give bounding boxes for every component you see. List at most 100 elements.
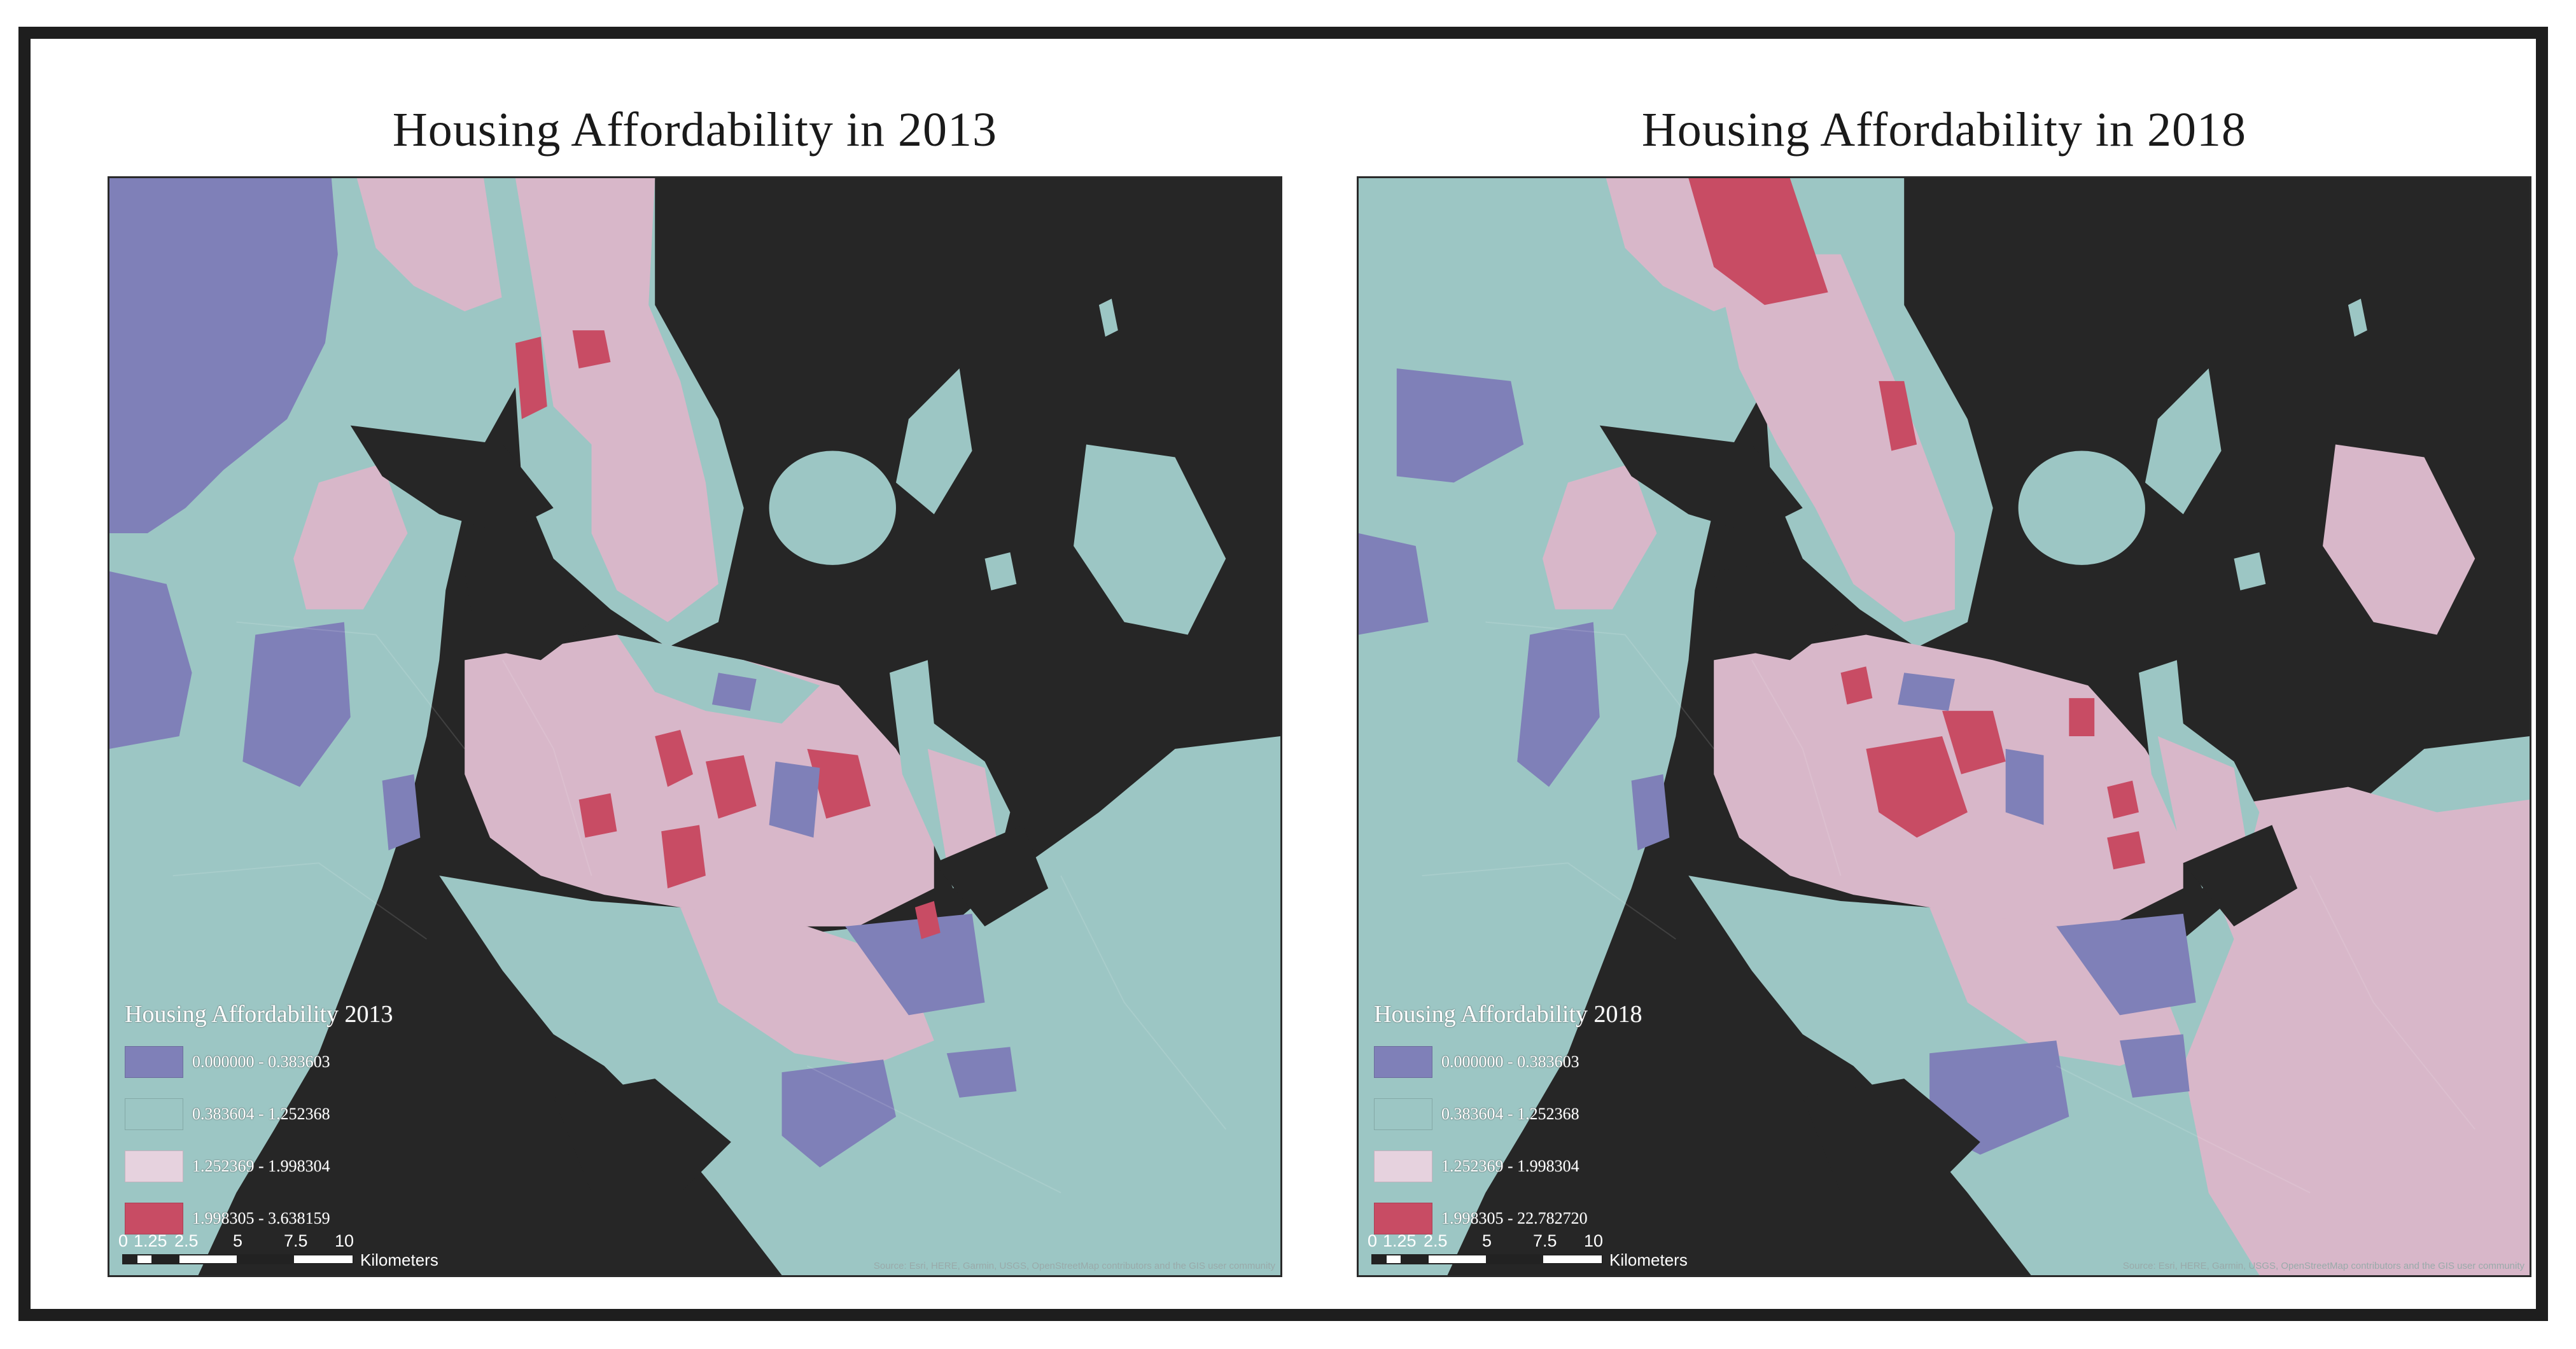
legend-item: 0.383604 - 1.252368	[125, 1094, 481, 1134]
zone-north-red	[515, 337, 547, 419]
legend-label: 1.998305 - 22.782720	[1441, 1209, 1588, 1227]
legend-swatch	[1374, 1098, 1432, 1130]
scale-tick: 10	[1584, 1231, 1604, 1250]
scale-bar-2018: 0 1.25 2.5 5 7.5 10 Kilometers	[1368, 1231, 1762, 1275]
land-central	[465, 634, 934, 926]
legend-swatch	[125, 1098, 183, 1130]
legend-label: 0.383604 - 1.252368	[1441, 1105, 1579, 1123]
map-land-layer-2013	[109, 178, 1280, 1275]
legend-label: 0.000000 - 0.383603	[1441, 1052, 1579, 1071]
zone-central-red-3	[661, 825, 706, 889]
zone-south-pink	[1929, 907, 2183, 1066]
island-4	[984, 552, 1017, 591]
map-panel-2013: Housing Affordability in 2013	[108, 39, 1282, 1309]
island-2	[895, 368, 972, 515]
legend-item: 1.998305 - 22.782720	[1374, 1199, 1730, 1238]
legend-item: 0.383604 - 1.252368	[1374, 1094, 1730, 1134]
map-land-layer-2018	[1359, 178, 2530, 1275]
zone-central-red-5	[1840, 666, 1873, 705]
island-4	[2234, 552, 2266, 591]
scale-tick: 10	[335, 1231, 354, 1250]
island-1	[769, 451, 896, 565]
zone-north-red-2	[572, 330, 611, 368]
zone-central-purple-1	[2005, 748, 2044, 825]
zone-west-purple-2	[1359, 533, 1429, 635]
zone-south-purple-3	[2120, 1034, 2190, 1098]
scale-bar-2013: 0 1.25 2.5 5 7.5 10 Kilometers	[118, 1231, 513, 1275]
legend-item: 1.252369 - 1.998304	[125, 1147, 481, 1186]
zone-west-pink-2	[293, 463, 408, 610]
legend-label: 1.252369 - 1.998304	[1441, 1157, 1579, 1175]
zone-east-pink	[927, 748, 998, 863]
zone-central-red-1	[655, 729, 694, 787]
zone-west-pink-2	[1543, 463, 1657, 610]
map-credits-2013: Source: Esri, HERE, Garmin, USGS, OpenSt…	[873, 1261, 1275, 1271]
zone-north-red	[1688, 178, 1828, 305]
zone-south-purple-2	[781, 1059, 896, 1168]
zone-west-purple-2	[109, 571, 192, 749]
legend-item: 0.000000 - 0.383603	[125, 1042, 481, 1082]
zone-central-red-4	[807, 748, 871, 819]
island-5	[2348, 298, 2367, 337]
island-1	[2018, 451, 2145, 565]
legend-title-2018: Housing Affordability 2018	[1374, 1001, 1642, 1028]
zone-central-red-5	[578, 793, 617, 838]
map-panel-2018: Housing Affordability in 2018	[1357, 39, 2531, 1309]
zone-south-purple-3	[946, 1047, 1017, 1098]
legend-swatch	[125, 1203, 183, 1234]
scale-tick: 0	[118, 1231, 129, 1250]
scale-tick: 5	[1482, 1231, 1492, 1250]
choropleth-map-2018[interactable]: Housing Affordability 2018 0.000000 - 0.…	[1357, 176, 2531, 1277]
zone-central-red-1	[1866, 736, 1968, 838]
scale-ticks: 0 1.25 2.5 5 7.5 10	[1368, 1231, 1762, 1253]
legend-label: 1.252369 - 1.998304	[192, 1157, 330, 1175]
zone-south-pink	[680, 907, 934, 1066]
zone-north-red-2	[1879, 381, 1917, 451]
legend-label: 1.998305 - 3.638159	[192, 1209, 330, 1227]
harbour-inlet-3	[934, 825, 1049, 926]
legend-swatch	[1374, 1046, 1432, 1078]
zone-central-purple-2	[1898, 673, 1955, 711]
zone-east-pink	[2157, 736, 2247, 863]
harbour-inlet-2	[465, 558, 592, 661]
map-credits-2018: Source: Esri, HERE, Garmin, USGS, OpenSt…	[2122, 1261, 2524, 1271]
scale-tick: 2.5	[174, 1231, 199, 1250]
zone-north-pink	[515, 178, 718, 622]
legend-item: 1.998305 - 3.638159	[125, 1199, 481, 1238]
zone-west-purple-4	[382, 774, 421, 851]
zone-west-purple-4	[1631, 774, 1670, 851]
legend-swatch	[1374, 1203, 1432, 1234]
zone-central-red-4	[2107, 780, 2139, 819]
zone-south-purple-1	[845, 913, 985, 1016]
map-title-2018: Housing Affordability in 2018	[1641, 103, 2247, 157]
map-legend-2013: Housing Affordability 2013 0.000000 - 0.…	[125, 1000, 481, 1251]
figure-frame: Housing Affordability in 2013	[18, 27, 2548, 1321]
legend-label: 0.383604 - 1.252368	[192, 1105, 330, 1123]
legend-title-2013: Housing Affordability 2013	[125, 1001, 393, 1028]
zone-west-purple	[1396, 368, 1524, 483]
scale-tick: 1.25	[134, 1231, 167, 1250]
scale-bar-graphic	[122, 1254, 354, 1264]
scale-unit: Kilometers	[360, 1250, 438, 1269]
zone-central-purple-1	[769, 761, 820, 838]
scale-tick: 7.5	[284, 1231, 308, 1250]
harbour-inlet-4	[1802, 1079, 1980, 1193]
island-3	[2323, 444, 2475, 635]
choropleth-map-2013[interactable]: Housing Affordability 2013 0.000000 - 0.…	[108, 176, 1282, 1277]
zone-west-purple-3	[242, 622, 351, 787]
scale-tick: 7.5	[1533, 1231, 1557, 1250]
legend-item: 1.252369 - 1.998304	[1374, 1147, 1730, 1186]
zone-central-red-2	[1942, 711, 2006, 774]
harbour-inlet-1	[350, 425, 554, 534]
island-3	[1074, 444, 1226, 635]
zone-central-purple-2	[711, 673, 757, 711]
zone-central-red-3	[2069, 698, 2095, 736]
legend-swatch	[1374, 1150, 1432, 1182]
legend-item: 0.000000 - 0.383603	[1374, 1042, 1730, 1082]
legend-label: 0.000000 - 0.383603	[192, 1052, 330, 1071]
map-title-2013: Housing Affordability in 2013	[392, 103, 998, 157]
zone-south-red	[914, 901, 941, 939]
scale-tick: 1.25	[1383, 1231, 1417, 1250]
island-5	[1098, 298, 1118, 337]
harbour-inlet-2	[1714, 558, 1841, 661]
